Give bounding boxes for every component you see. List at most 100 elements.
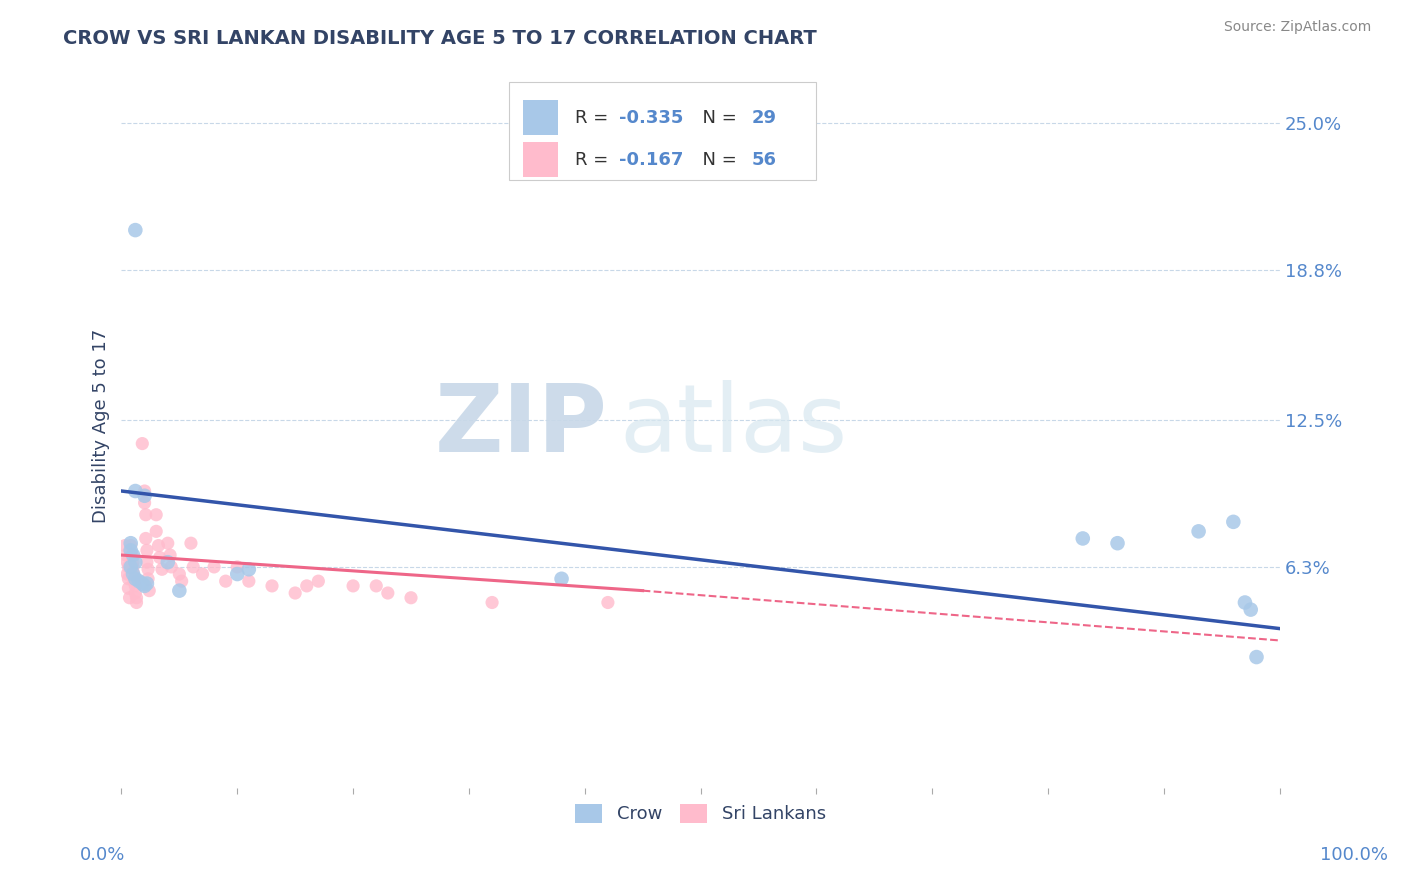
Point bbox=[377, 586, 399, 600]
Point bbox=[122, 548, 145, 562]
Text: 100.0%: 100.0% bbox=[1320, 846, 1388, 863]
Point bbox=[1233, 595, 1256, 609]
Point bbox=[114, 539, 136, 553]
Text: N =: N = bbox=[692, 151, 742, 169]
Point bbox=[139, 45, 162, 60]
Point bbox=[124, 572, 146, 586]
Text: -0.335: -0.335 bbox=[620, 109, 683, 127]
Text: R =: R = bbox=[575, 109, 614, 127]
Point bbox=[215, 574, 238, 589]
Point bbox=[125, 591, 148, 605]
Point bbox=[202, 560, 225, 574]
Point bbox=[117, 560, 139, 574]
Point bbox=[122, 560, 145, 574]
Point bbox=[121, 548, 143, 562]
Point bbox=[120, 536, 142, 550]
Point bbox=[131, 436, 153, 450]
Point bbox=[122, 555, 145, 569]
Point bbox=[1246, 650, 1268, 665]
Point bbox=[124, 223, 146, 237]
Text: Source: ZipAtlas.com: Source: ZipAtlas.com bbox=[1223, 20, 1371, 34]
Point bbox=[1222, 515, 1244, 529]
Text: 56: 56 bbox=[752, 151, 776, 169]
Point bbox=[156, 536, 179, 550]
Point bbox=[1240, 602, 1263, 616]
Point bbox=[138, 583, 160, 598]
Point bbox=[160, 560, 183, 574]
Legend: Crow, Sri Lankans: Crow, Sri Lankans bbox=[568, 797, 834, 830]
Point bbox=[145, 524, 167, 539]
Point bbox=[124, 586, 146, 600]
Point bbox=[1187, 524, 1209, 539]
Point bbox=[135, 543, 157, 558]
Point bbox=[550, 572, 572, 586]
Text: R =: R = bbox=[575, 151, 614, 169]
Point bbox=[1071, 532, 1094, 546]
Point bbox=[145, 508, 167, 522]
Point bbox=[148, 539, 170, 553]
Point bbox=[191, 567, 214, 582]
Point bbox=[596, 595, 619, 609]
Point bbox=[135, 508, 157, 522]
Point bbox=[120, 560, 142, 574]
Point bbox=[181, 560, 204, 574]
Text: atlas: atlas bbox=[620, 380, 848, 472]
Point bbox=[135, 33, 157, 47]
Point bbox=[150, 562, 173, 576]
Point bbox=[115, 567, 138, 582]
Point bbox=[136, 572, 159, 586]
Point bbox=[156, 555, 179, 569]
Point bbox=[120, 543, 142, 558]
Point bbox=[1107, 536, 1129, 550]
Point bbox=[260, 579, 283, 593]
Point bbox=[134, 489, 156, 503]
Point bbox=[399, 591, 422, 605]
Point bbox=[117, 572, 139, 586]
Point bbox=[149, 550, 172, 565]
FancyBboxPatch shape bbox=[523, 100, 558, 135]
Point bbox=[117, 581, 139, 595]
Point bbox=[134, 496, 156, 510]
Y-axis label: Disability Age 5 to 17: Disability Age 5 to 17 bbox=[93, 328, 110, 523]
FancyBboxPatch shape bbox=[523, 142, 558, 177]
Point bbox=[115, 548, 138, 562]
Point bbox=[226, 567, 249, 582]
Text: 0.0%: 0.0% bbox=[80, 846, 125, 863]
Point bbox=[169, 567, 191, 582]
FancyBboxPatch shape bbox=[509, 82, 817, 180]
Point bbox=[481, 595, 503, 609]
Point bbox=[124, 555, 146, 569]
Point bbox=[135, 555, 157, 569]
Point bbox=[131, 576, 153, 591]
Text: -0.167: -0.167 bbox=[620, 151, 683, 169]
Point bbox=[284, 586, 307, 600]
Point bbox=[180, 536, 202, 550]
Point bbox=[238, 574, 260, 589]
Point bbox=[169, 583, 191, 598]
Text: ZIP: ZIP bbox=[434, 380, 607, 472]
Point bbox=[159, 548, 181, 562]
Text: N =: N = bbox=[692, 109, 742, 127]
Point bbox=[136, 562, 159, 576]
Point bbox=[124, 579, 146, 593]
Point bbox=[122, 565, 145, 579]
Point bbox=[170, 574, 193, 589]
Point bbox=[366, 579, 388, 593]
Point bbox=[134, 579, 156, 593]
Text: CROW VS SRI LANKAN DISABILITY AGE 5 TO 17 CORRELATION CHART: CROW VS SRI LANKAN DISABILITY AGE 5 TO 1… bbox=[63, 29, 817, 47]
Point bbox=[342, 579, 364, 593]
Point bbox=[122, 569, 145, 583]
Point bbox=[122, 574, 145, 589]
Point bbox=[122, 567, 145, 582]
Point bbox=[307, 574, 329, 589]
Point bbox=[135, 576, 157, 591]
Point bbox=[226, 560, 249, 574]
Point bbox=[124, 483, 146, 498]
Point bbox=[115, 555, 138, 569]
Point bbox=[125, 595, 148, 609]
Point bbox=[135, 532, 157, 546]
Point bbox=[238, 562, 260, 576]
Text: 29: 29 bbox=[752, 109, 776, 127]
Point bbox=[120, 539, 142, 553]
Point bbox=[134, 483, 156, 498]
